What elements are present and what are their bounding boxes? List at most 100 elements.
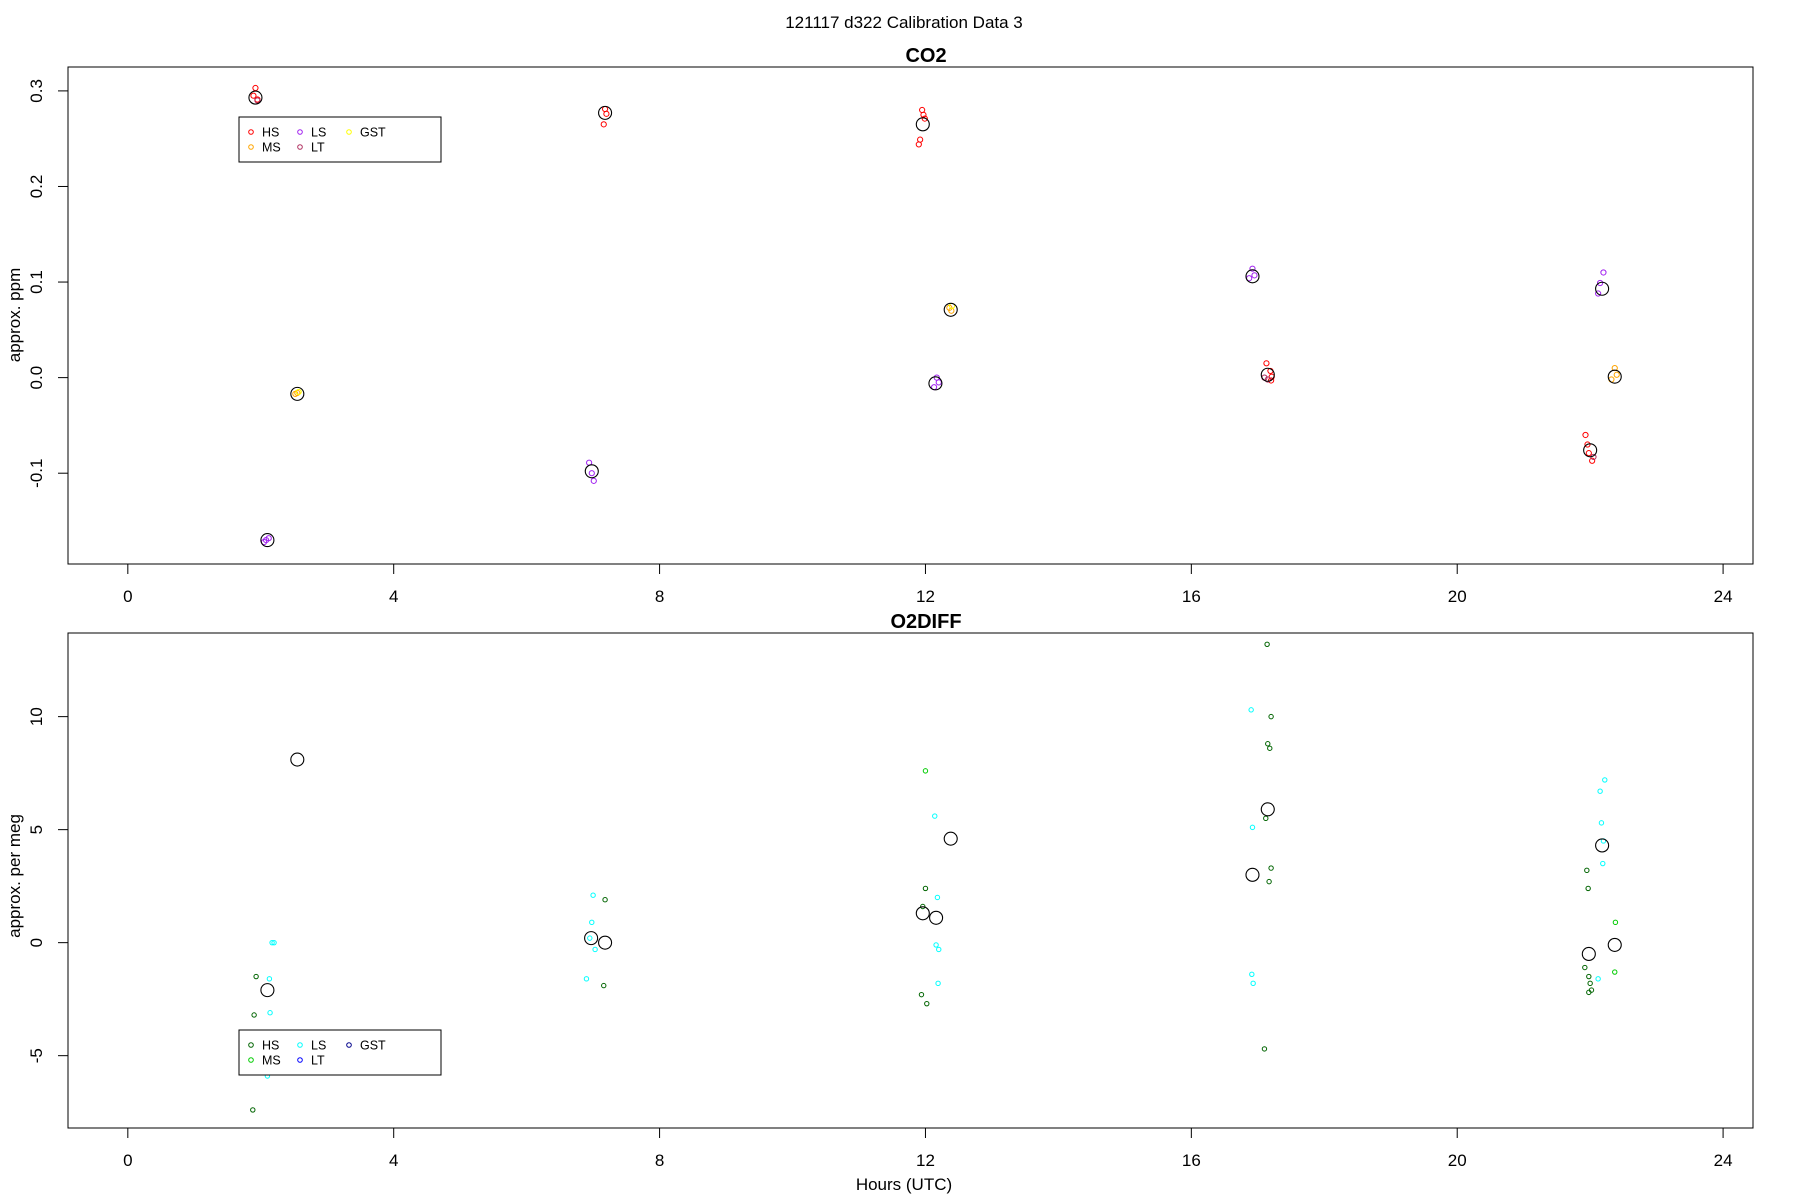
data-point <box>1584 867 1590 874</box>
data-point <box>1612 919 1619 926</box>
data-point <box>1249 265 1256 272</box>
series-hs <box>250 84 1596 464</box>
x-tick-label: 20 <box>1448 1151 1467 1170</box>
data-point <box>920 903 926 910</box>
data-point <box>1602 777 1608 783</box>
o2diff-x-axis: 0 4 8 12 16 20 24 <box>123 1127 1733 1170</box>
data-point <box>1267 745 1273 751</box>
x-tick-label: 0 <box>123 587 132 606</box>
data-point <box>603 110 610 117</box>
data-point <box>1266 878 1272 885</box>
mean-markers <box>260 752 1622 998</box>
data-point <box>253 973 259 980</box>
data-point <box>1251 272 1258 279</box>
data-point <box>589 919 595 926</box>
data-point <box>583 976 590 982</box>
x-axis-label: Hours (UTC) <box>856 1175 952 1194</box>
data-point <box>922 768 929 774</box>
data-point <box>590 892 596 898</box>
mean-markers <box>248 90 1622 548</box>
series-ls <box>260 265 1607 546</box>
mean-point <box>915 117 930 132</box>
x-tick-label: 24 <box>1714 587 1733 606</box>
y-tick-label: 5 <box>27 825 46 834</box>
data-point <box>918 991 925 998</box>
mean-point <box>915 906 930 921</box>
mean-point <box>290 386 305 401</box>
mean-point <box>929 910 944 925</box>
legend-label: LT <box>311 141 325 155</box>
data-point <box>1249 971 1255 978</box>
data-point <box>935 379 942 386</box>
legend-label: LT <box>311 1054 325 1068</box>
data-point <box>924 1000 930 1007</box>
data-point <box>1250 980 1256 987</box>
mean-point <box>943 302 958 317</box>
legend-marker <box>297 129 303 135</box>
mean-point <box>584 464 599 479</box>
o2diff-y-axis-label: approx. per meg <box>5 814 24 938</box>
series-ms <box>922 768 1619 975</box>
mean-point <box>598 935 613 950</box>
data-point <box>1586 989 1592 996</box>
data-point <box>1249 824 1256 831</box>
data-point <box>1582 431 1589 439</box>
co2-panel: CO2 0 4 8 12 16 20 24 -0.1 0.0 0.1 0.2 0.3 approx.… <box>5 45 1754 606</box>
data-point <box>252 84 259 92</box>
data-point <box>921 115 928 122</box>
data-point <box>932 813 938 819</box>
data-point <box>601 982 607 989</box>
data-point <box>600 121 607 128</box>
co2-x-axis: 0 4 8 12 16 20 24 <box>123 563 1733 606</box>
data-point <box>1585 885 1591 892</box>
mean-point <box>260 533 275 548</box>
data-point <box>592 946 598 953</box>
mean-point <box>1245 269 1260 284</box>
data-point <box>267 1010 273 1016</box>
x-tick-label: 16 <box>1182 587 1201 606</box>
mean-point <box>1245 867 1260 882</box>
legend-marker <box>297 1057 303 1063</box>
data-point <box>922 885 929 892</box>
data-point <box>1595 290 1602 297</box>
data-point <box>1587 980 1593 987</box>
series-gst <box>295 302 956 396</box>
mean-point <box>1607 369 1622 384</box>
mean-point <box>598 105 613 120</box>
legend-marker <box>346 129 352 135</box>
legend-label: GST <box>360 1039 386 1053</box>
x-tick-label: 24 <box>1714 1151 1733 1170</box>
x-tick-label: 12 <box>916 587 935 606</box>
y-tick-label: -5 <box>27 1048 46 1063</box>
data-point <box>934 894 941 901</box>
legend-box <box>238 116 442 163</box>
data-point <box>1265 741 1271 747</box>
o2diff-y-axis: -5 0 5 10 <box>27 707 69 1063</box>
data-point <box>1600 860 1606 867</box>
data-point <box>1612 969 1618 975</box>
mean-point <box>248 90 263 105</box>
legend-marker <box>346 1042 352 1048</box>
legend-label: GST <box>360 126 386 140</box>
data-point <box>936 946 942 953</box>
data-point <box>1263 360 1270 367</box>
y-tick-label: -0.1 <box>27 459 46 488</box>
legend-marker <box>297 1042 303 1048</box>
data-point <box>1582 964 1588 971</box>
data-point <box>250 92 257 99</box>
x-tick-label: 8 <box>655 1151 664 1170</box>
x-tick-label: 4 <box>389 1151 398 1170</box>
data-point <box>590 477 597 484</box>
x-tick-label: 8 <box>655 587 664 606</box>
legend-label: LS <box>311 1039 326 1053</box>
data-point <box>269 939 275 946</box>
x-tick-label: 4 <box>389 587 398 606</box>
data-point <box>1261 1046 1268 1052</box>
data-point <box>915 141 922 148</box>
x-tick-label: 16 <box>1182 1151 1201 1170</box>
data-point <box>1268 865 1274 871</box>
data-point <box>1600 269 1607 276</box>
